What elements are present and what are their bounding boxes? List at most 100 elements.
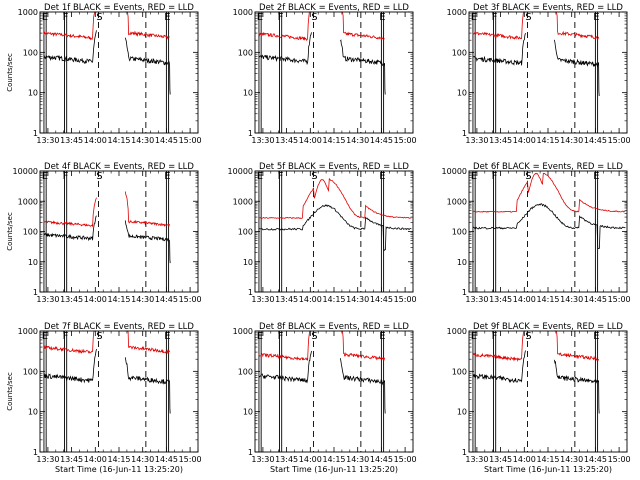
x-tick-label: 14:30 xyxy=(346,295,369,304)
x-tick-label: 15:00 xyxy=(608,136,631,145)
time-marker-label: E xyxy=(257,331,263,342)
y-tick-label: 10000 xyxy=(13,167,38,176)
y-tick-label: 10 xyxy=(28,89,38,98)
lld-series-line xyxy=(43,197,97,227)
lld-series-line xyxy=(554,330,599,362)
time-marker-label: E xyxy=(164,171,170,182)
time-marker-label: F xyxy=(63,12,69,23)
y-tick-label: 100 xyxy=(238,48,253,57)
events-series-line xyxy=(258,350,312,384)
x-tick-label: 14:15 xyxy=(322,295,345,304)
x-tick-label: 13:30 xyxy=(36,295,59,304)
y-tick-label: 10 xyxy=(457,89,467,98)
y-tick-label: 100 xyxy=(23,228,38,237)
x-tick-label: 14:15 xyxy=(536,136,559,145)
time-marker-label: E xyxy=(164,331,170,342)
lld-series-line xyxy=(472,172,626,213)
y-tick-label: 100 xyxy=(23,367,38,376)
x-tick-label: 14:30 xyxy=(131,295,154,304)
time-marker-label: E xyxy=(379,171,385,182)
y-tick-label: 1 xyxy=(462,129,467,138)
x-tick-label: 14:30 xyxy=(560,455,583,464)
lld-series-line xyxy=(472,11,526,40)
panel-det-9: Det 9f BLACK = Events, RED = LLD Start Ti… xyxy=(447,322,631,474)
events-series-line xyxy=(124,37,171,95)
y-tick-label: 1 xyxy=(248,448,253,457)
time-marker-label: E xyxy=(471,171,477,182)
y-axis-label: Counts/sec xyxy=(6,53,14,92)
y-tick-label: 1000 xyxy=(233,8,253,17)
lld-series-line xyxy=(340,11,385,41)
y-tick-label: 1 xyxy=(462,288,467,297)
plot-frame xyxy=(254,330,414,453)
time-marker-label: E xyxy=(42,12,48,23)
x-tick-label: 13:30 xyxy=(465,136,488,145)
y-tick-label: 1 xyxy=(248,288,253,297)
x-tick-label: 13:30 xyxy=(36,455,59,464)
plot-frame xyxy=(254,170,414,293)
y-tick-label: 10 xyxy=(28,408,38,417)
time-marker-label: E xyxy=(379,12,385,23)
y-axis-label: Counts/sec xyxy=(6,372,14,411)
x-tick-label: 13:45 xyxy=(60,295,83,304)
plot-frame xyxy=(468,330,628,453)
x-tick-label: 13:45 xyxy=(275,136,298,145)
plot-frame xyxy=(468,170,628,293)
x-tick-label: 15:00 xyxy=(608,455,631,464)
time-marker-label: S xyxy=(96,171,102,182)
x-tick-label: 14:45 xyxy=(370,136,393,145)
x-tick-label: 14:45 xyxy=(584,136,607,145)
time-marker-label: E xyxy=(257,171,263,182)
time-marker-label: F xyxy=(492,171,498,182)
x-tick-label: 13:45 xyxy=(275,455,298,464)
time-marker-label: E xyxy=(257,12,263,23)
lld-series-line xyxy=(258,177,412,219)
x-tick-label: 14:15 xyxy=(322,455,345,464)
x-tick-label: 13:30 xyxy=(465,455,488,464)
events-series-line xyxy=(258,32,312,66)
lld-series-line xyxy=(125,330,170,355)
time-marker-label: S xyxy=(525,12,531,23)
x-tick-label: 14:30 xyxy=(131,136,154,145)
x-tick-label: 14:30 xyxy=(560,295,583,304)
x-tick-label: 14:45 xyxy=(584,455,607,464)
y-tick-label: 10 xyxy=(243,89,253,98)
panel-title: Det 9f BLACK = Events, RED = LLD xyxy=(473,322,623,332)
events-series-line xyxy=(43,215,97,242)
x-tick-label: 14:00 xyxy=(84,455,107,464)
lld-series-line xyxy=(258,11,312,41)
y-tick-label: 100 xyxy=(23,48,38,57)
x-tick-label: 15:00 xyxy=(179,136,202,145)
time-marker-label: E xyxy=(379,331,385,342)
y-tick-label: 100 xyxy=(238,367,253,376)
events-series-line xyxy=(339,39,386,95)
panel-det-4: Det 4f BLACK = Events, RED = LLD Counts/s… xyxy=(6,162,202,304)
x-tick-label: 15:00 xyxy=(179,295,202,304)
x-tick-label: 14:15 xyxy=(107,136,130,145)
events-series-line xyxy=(43,348,97,384)
panel-det-5: Det 5f BLACK = Events, RED = LLD 1 10 100 10… xyxy=(228,162,417,304)
time-marker-label: S xyxy=(525,171,531,182)
x-tick-label: 13:45 xyxy=(60,455,83,464)
time-marker-label: E xyxy=(593,331,599,342)
panel-title: Det 1f BLACK = Events, RED = LLD xyxy=(44,3,194,13)
y-tick-label: 1000 xyxy=(18,8,38,17)
panel-det-8: Det 8f BLACK = Events, RED = LLD Start Ti… xyxy=(233,322,417,474)
x-tick-label: 15:00 xyxy=(394,136,417,145)
x-axis-label: Start Time (16-Jun-11 13:25:20) xyxy=(270,465,398,474)
lld-series-line xyxy=(43,330,97,354)
y-tick-label: 1000 xyxy=(18,197,38,206)
x-tick-label: 14:45 xyxy=(155,136,178,145)
y-tick-label: 100 xyxy=(238,228,253,237)
x-tick-label: 14:30 xyxy=(560,136,583,145)
x-tick-label: 15:00 xyxy=(394,295,417,304)
events-series-line xyxy=(472,203,626,250)
x-tick-label: 14:15 xyxy=(107,455,130,464)
time-marker-label: F xyxy=(63,331,69,342)
time-marker-label: F xyxy=(278,12,284,23)
time-marker-label: E xyxy=(593,12,599,23)
y-tick-label: 1000 xyxy=(447,8,467,17)
panel-det-6: Det 6f BLACK = Events, RED = LLD 1 10 100 10… xyxy=(442,162,631,304)
x-tick-label: 13:45 xyxy=(60,136,83,145)
y-tick-label: 100 xyxy=(452,48,467,57)
